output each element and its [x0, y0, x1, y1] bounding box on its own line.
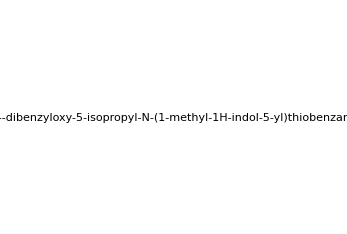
Text: 2,4-dibenzyloxy-5-isopropyl-N-(1-methyl-1H-indol-5-yl)thiobenzamide: 2,4-dibenzyloxy-5-isopropyl-N-(1-methyl-…	[0, 113, 347, 123]
